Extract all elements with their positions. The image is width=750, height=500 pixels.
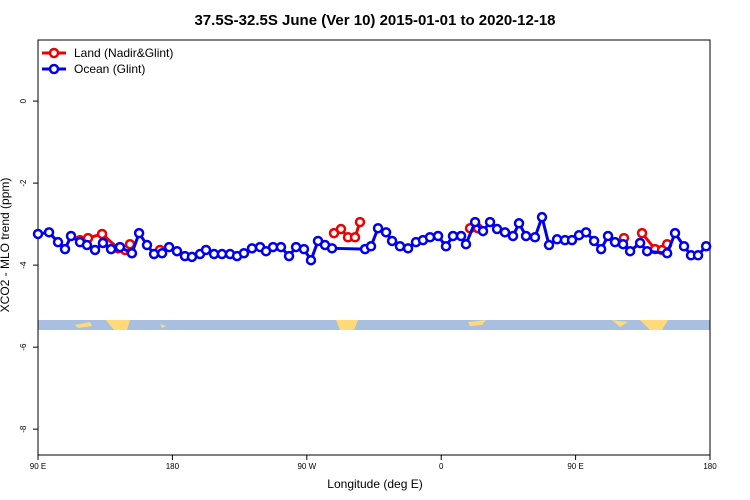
legend-label: Land (Nadir&Glint) (74, 46, 173, 60)
data-point (424, 231, 436, 243)
data-point (365, 241, 377, 252)
data-point (81, 239, 93, 251)
data-point (335, 223, 347, 235)
data-point (402, 243, 414, 254)
data-point (609, 236, 621, 248)
data-point (305, 254, 317, 266)
data-point (624, 245, 636, 257)
data-point (349, 231, 361, 243)
data-point (52, 236, 64, 248)
data-point (636, 227, 648, 239)
data-point (326, 243, 338, 254)
data-point (617, 238, 629, 250)
data-point (65, 230, 77, 242)
data-point (700, 241, 712, 252)
data-point (105, 243, 117, 255)
data-point (440, 241, 452, 252)
data-point (32, 228, 44, 240)
data-point (156, 247, 168, 259)
y-tick-label: 0 (19, 98, 28, 103)
data-point (580, 227, 592, 238)
data-point (634, 237, 646, 249)
y-axis-label: XCO2 - MLO trend (ppm) (0, 178, 12, 313)
data-point (246, 243, 258, 254)
chart-title: 37.5S-32.5S June (Ver 10) 2015-01-01 to … (194, 12, 555, 29)
data-point (372, 222, 384, 234)
data-point (661, 247, 673, 259)
y-tick-label: -8 (19, 425, 28, 433)
legend-label: Ocean (Glint) (74, 62, 145, 76)
data-point (354, 216, 366, 228)
data-point (602, 230, 614, 242)
data-point (520, 230, 532, 242)
data-point (275, 241, 287, 253)
data-point (89, 244, 101, 256)
data-point (43, 227, 55, 238)
data-point (171, 245, 183, 257)
data-point (455, 230, 467, 242)
data-point (692, 250, 704, 261)
y-tick-label: -4 (19, 261, 28, 269)
data-point (283, 250, 295, 262)
data-point (432, 230, 444, 242)
data-point (477, 225, 489, 237)
data-point (529, 231, 541, 243)
data-point (141, 239, 153, 251)
data-point (669, 227, 681, 239)
map-strip (38, 320, 710, 330)
data-point (380, 227, 392, 238)
data-point (386, 235, 398, 247)
x-tick-label: 0 (439, 462, 444, 471)
data-point (588, 235, 600, 247)
x-tick-label: 90 W (297, 462, 316, 471)
legend-marker (48, 63, 60, 75)
data-point (216, 248, 228, 260)
data-point (163, 241, 175, 253)
data-point (298, 243, 310, 255)
data-point (460, 238, 472, 250)
data-point (507, 230, 519, 242)
data-point (96, 228, 108, 240)
legend-marker (48, 47, 60, 59)
y-tick-label: -6 (19, 343, 28, 351)
y-tick-label: -2 (19, 179, 28, 187)
data-point (200, 244, 212, 256)
data-point (148, 248, 160, 260)
data-point (126, 247, 138, 259)
data-point (447, 230, 459, 242)
data-point (641, 245, 653, 257)
data-point (499, 227, 511, 238)
data-point (394, 241, 406, 252)
data-point (186, 251, 198, 263)
data-point (678, 241, 690, 252)
data-point (484, 216, 496, 228)
data-point (543, 239, 555, 251)
data-point (59, 243, 71, 255)
data-point (536, 211, 548, 223)
data-point (595, 243, 607, 255)
x-tick-label: 90 E (567, 462, 583, 471)
x-tick-label: 180 (166, 462, 180, 471)
x-axis-label: Longitude (deg E) (327, 477, 422, 491)
data-point (469, 216, 481, 228)
data-point (133, 227, 145, 239)
x-tick-label: 90 E (30, 462, 46, 471)
data-point (238, 247, 250, 259)
data-point (566, 234, 578, 246)
x-tick-label: 180 (703, 462, 717, 471)
data-point (114, 241, 126, 253)
data-point (513, 218, 525, 229)
data-point (97, 237, 109, 249)
